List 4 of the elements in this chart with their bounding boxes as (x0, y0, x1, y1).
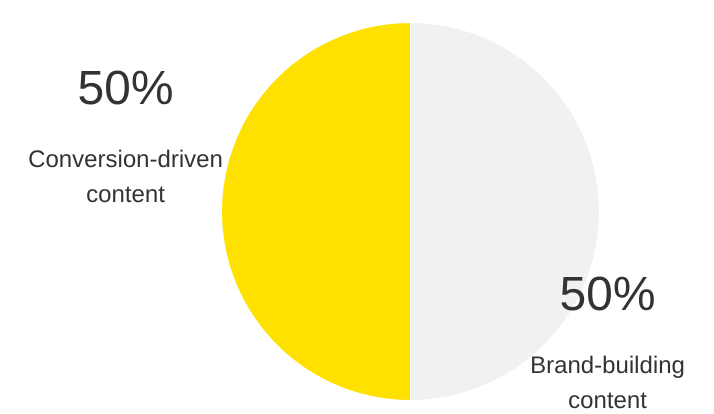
slice-label: Brand-building content (530, 352, 685, 414)
data-label: 50% (559, 268, 656, 321)
data-label: 50% (77, 62, 174, 115)
slice-label: Conversion-driven content (28, 146, 223, 208)
